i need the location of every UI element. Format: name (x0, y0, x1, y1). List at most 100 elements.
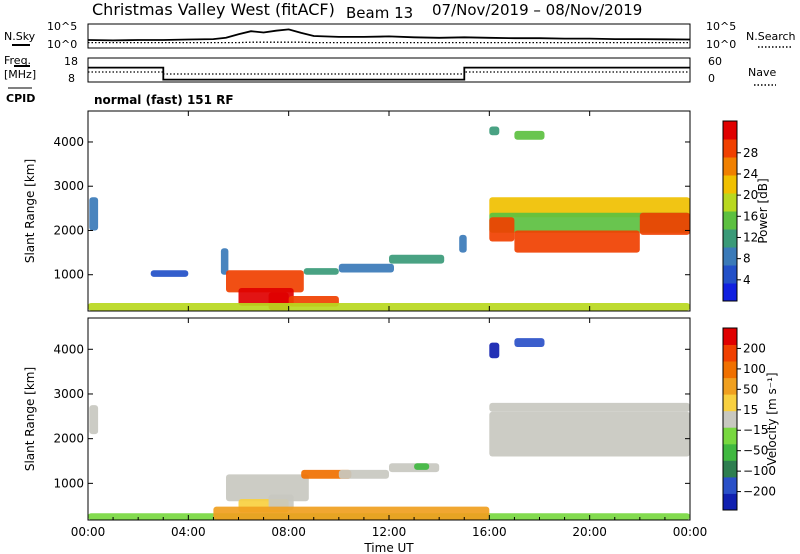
colorbar-swatch (723, 344, 737, 362)
colorbar-tick-label: 8 (743, 252, 751, 266)
power-echo-region (514, 130, 545, 140)
colorbar-tick-label: −200 (743, 485, 776, 499)
colorbar-tick-label: 15 (743, 403, 758, 417)
freq-series-line (88, 66, 690, 81)
velocity-echo-region (338, 469, 389, 479)
power-echo-region (220, 248, 229, 275)
freq-unit-label: [MHz] (4, 68, 36, 81)
nave-series-line (88, 71, 690, 75)
velocity-echo-region (89, 405, 99, 435)
x-tick-label: 00:00 (71, 525, 106, 539)
velocity-y-axis: 1000 2000 3000 4000 (53, 342, 690, 490)
colorbar-tick-label: 20 (743, 188, 758, 202)
station-title: Christmas Valley West (fitACF) (92, 0, 335, 19)
power-echo-region (150, 270, 189, 277)
y-tick-label: 2000 (53, 432, 84, 446)
colorbar-swatch (723, 265, 737, 284)
colorbar-swatch (723, 361, 737, 379)
colorbar-swatch (723, 443, 737, 461)
y-tick-label: 1000 (53, 476, 84, 490)
time-axis-label: Time UT (363, 541, 414, 554)
y-tick-label: 4000 (53, 342, 84, 356)
velocity-ylabel: Slant Range [km] (23, 367, 37, 471)
colorbar-tick-label: 16 (743, 209, 758, 223)
power-echo-region (303, 268, 339, 275)
nsearch-label: N.Search (746, 30, 796, 43)
x-tick-label: 08:00 (271, 525, 306, 539)
power-colorbar: 4 8 12 16 20 24 28 (722, 120, 758, 302)
colorbar-swatch (723, 427, 737, 445)
y-tick-label: 3000 (53, 387, 84, 401)
velocity-colorbar: 200 100 50 15 −15 −50 −100 −200 (722, 327, 776, 511)
colorbar-swatch (723, 410, 737, 428)
colorbar-frame (722, 327, 738, 511)
x-tick-label: 04:00 (171, 525, 206, 539)
colorbar-swatch (723, 121, 737, 140)
colorbar-swatch (723, 139, 737, 158)
nave-label: Nave (748, 66, 776, 79)
power-y-axis: 1000 2000 3000 4000 (53, 135, 690, 282)
freq-label: Freq. (4, 54, 31, 67)
time-axis: 00:00 04:00 08:00 12:00 16:00 20:00 00:00 (71, 111, 707, 539)
beam-title: Beam 13 (346, 4, 413, 22)
colorbar-swatch (723, 247, 737, 266)
velocity-colorbar-label: Velocity [m s⁻¹] (765, 372, 779, 465)
colorbar-tick-label: −50 (743, 444, 768, 458)
nsky-series-line (87, 28, 691, 42)
colorbar-swatch (723, 283, 737, 302)
velocity-echo-region (226, 474, 309, 502)
velocity-echo-region (489, 402, 690, 412)
frequency-panel-frame (87, 57, 691, 83)
nsky-label: N.Sky (4, 30, 36, 43)
velocity-echo-region (268, 494, 294, 511)
velocity-echo-region (301, 469, 352, 479)
power-heatmap-blobs (88, 126, 690, 311)
nave-tick-top: 60 (708, 55, 722, 68)
y-tick-label: 4000 (53, 135, 84, 149)
velocity-heatmap-blobs (88, 338, 690, 520)
colorbar-tick-label: 28 (743, 146, 758, 160)
noise-panel-frame (87, 23, 691, 49)
colorbar-swatch (723, 328, 737, 345)
power-echo-region (639, 212, 690, 235)
velocity-echo-region (414, 463, 430, 470)
velocity-echo-region (489, 411, 690, 457)
colorbar-tick-label: 100 (743, 362, 766, 376)
colorbar-tick-label: −15 (743, 423, 768, 437)
date-range-title: 07/Nov/2019 – 08/Nov/2019 (432, 1, 642, 19)
colorbar-swatch (723, 229, 737, 248)
power-echo-region (459, 234, 467, 253)
colorbar-tick-label: 200 (743, 341, 766, 355)
colorbar-swatch (723, 175, 737, 194)
freq-tick-top: 18 (64, 55, 78, 68)
colorbar-swatch (723, 460, 737, 478)
colorbar-tick-label: −100 (743, 464, 776, 478)
noise-tick-left-top: 10^5 (47, 20, 77, 33)
velocity-echo-region (489, 342, 500, 359)
power-echo-region (514, 230, 640, 253)
power-colorbar-label: Power [dB] (756, 178, 770, 243)
noise-tick-right-bottom: 10^0 (706, 38, 736, 51)
colorbar-swatch (723, 157, 737, 176)
colorbar-tick-label: 24 (743, 167, 758, 181)
colorbar-swatch (723, 211, 737, 230)
power-ylabel: Slant Range [km] (23, 159, 37, 263)
power-echo-region (489, 126, 500, 136)
x-tick-label: 20:00 (572, 525, 607, 539)
velocity-echo-region (514, 338, 545, 347)
y-tick-label: 3000 (53, 179, 84, 193)
noise-tick-left-bottom: 10^0 (47, 38, 77, 51)
velocity-echo-region (213, 506, 490, 520)
power-echo-region (89, 197, 99, 231)
colorbar-frame (722, 120, 738, 302)
colorbar-swatch (723, 193, 737, 212)
noise-tick-right-top: 10^5 (706, 20, 736, 33)
colorbar-tick-label: 4 (743, 273, 751, 287)
x-tick-label: 12:00 (372, 525, 407, 539)
colorbar-tick-label: 50 (743, 382, 758, 396)
colorbar-swatch (723, 493, 737, 511)
cpid-value: normal (fast) 151 RF (94, 93, 234, 107)
colorbar-tick-label: 12 (743, 230, 758, 244)
power-echo-region (489, 197, 690, 218)
